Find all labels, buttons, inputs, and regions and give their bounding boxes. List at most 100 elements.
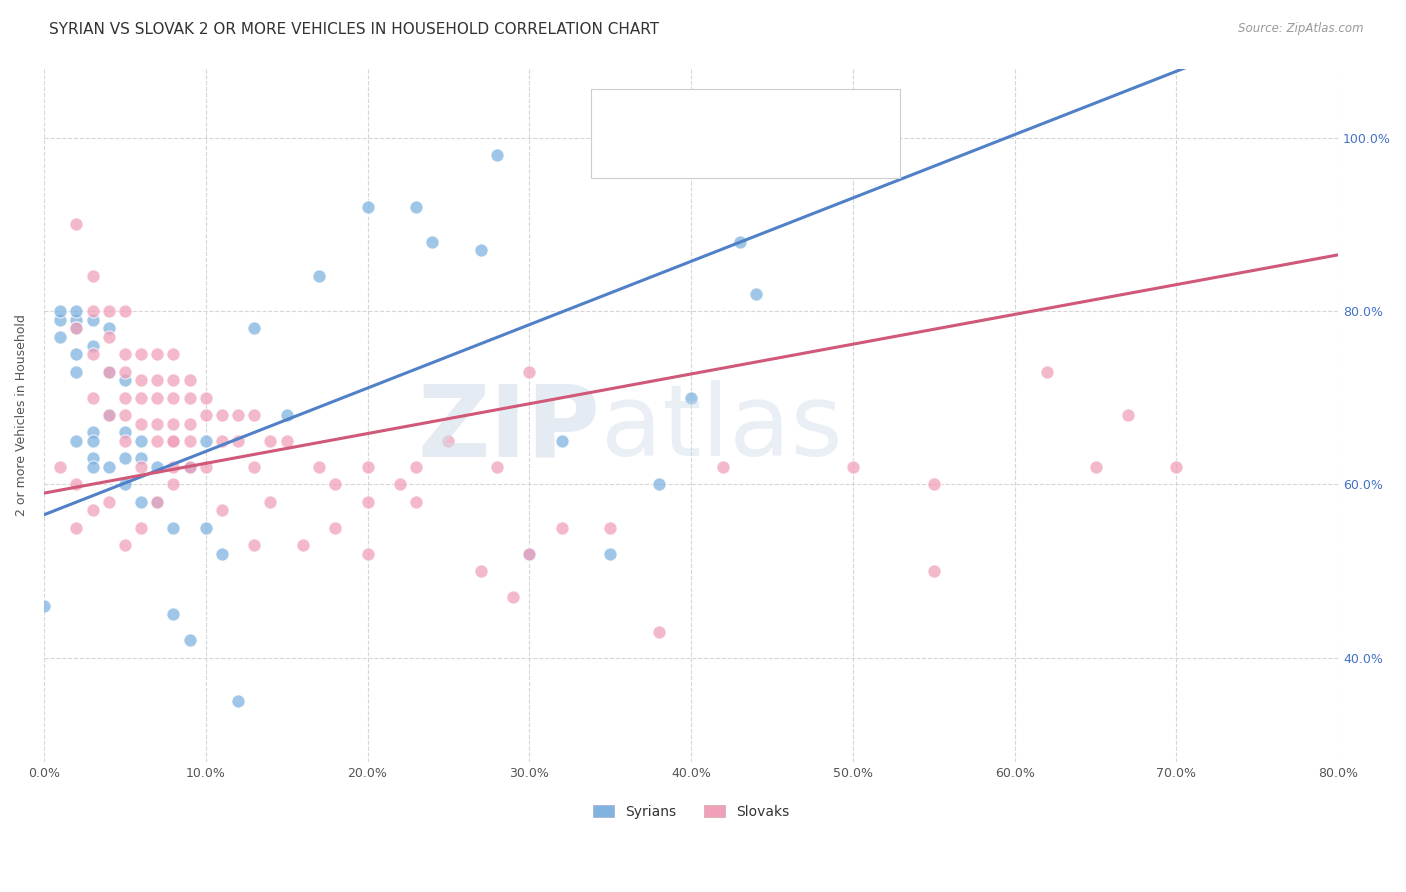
- Point: [308, 269, 330, 284]
- Point: [745, 286, 768, 301]
- Point: [49, 313, 72, 327]
- Point: [32, 599, 55, 613]
- Point: [82, 503, 104, 517]
- Point: [405, 200, 427, 214]
- Point: [485, 460, 508, 475]
- Point: [146, 495, 169, 509]
- Point: [405, 495, 427, 509]
- Point: [259, 434, 281, 449]
- Point: [308, 460, 330, 475]
- Point: [194, 434, 217, 449]
- Point: [129, 347, 152, 361]
- Point: [114, 347, 136, 361]
- Point: [162, 347, 184, 361]
- Point: [97, 304, 120, 318]
- Point: [517, 365, 540, 379]
- Point: [1084, 460, 1107, 475]
- Point: [97, 408, 120, 422]
- Point: [194, 408, 217, 422]
- Point: [146, 460, 169, 475]
- Point: [129, 451, 152, 466]
- Point: [599, 521, 621, 535]
- Text: Source: ZipAtlas.com: Source: ZipAtlas.com: [1239, 22, 1364, 36]
- Point: [356, 547, 378, 561]
- Point: [97, 365, 120, 379]
- Legend: Syrians, Slovaks: Syrians, Slovaks: [588, 799, 794, 824]
- Point: [243, 321, 266, 335]
- Point: [599, 547, 621, 561]
- Text: atlas: atlas: [600, 381, 842, 477]
- Point: [82, 451, 104, 466]
- Point: [146, 391, 169, 405]
- Y-axis label: 2 or more Vehicles in Household: 2 or more Vehicles in Household: [15, 314, 28, 516]
- Point: [65, 218, 87, 232]
- Point: [162, 374, 184, 388]
- Point: [243, 538, 266, 552]
- Point: [922, 477, 945, 491]
- Point: [97, 460, 120, 475]
- Point: [713, 460, 735, 475]
- Point: [648, 477, 671, 491]
- Point: [550, 521, 572, 535]
- Point: [1036, 365, 1059, 379]
- Point: [323, 477, 346, 491]
- Point: [728, 235, 751, 249]
- Point: [420, 235, 443, 249]
- Point: [226, 434, 249, 449]
- Point: [713, 131, 735, 145]
- Point: [49, 304, 72, 318]
- Point: [162, 477, 184, 491]
- Point: [356, 460, 378, 475]
- Point: [82, 339, 104, 353]
- Point: [681, 391, 703, 405]
- Point: [291, 538, 314, 552]
- Point: [323, 521, 346, 535]
- Point: [97, 321, 120, 335]
- Point: [194, 521, 217, 535]
- Point: [276, 434, 298, 449]
- Text: R =  0.321    N = 88: R = 0.321 N = 88: [637, 154, 792, 169]
- Point: [65, 347, 87, 361]
- Point: [114, 538, 136, 552]
- Point: [179, 374, 201, 388]
- Point: [162, 434, 184, 449]
- Point: [82, 269, 104, 284]
- Point: [82, 425, 104, 440]
- Point: [65, 321, 87, 335]
- Point: [82, 460, 104, 475]
- Point: [922, 564, 945, 578]
- Point: [405, 460, 427, 475]
- Point: [502, 590, 524, 604]
- Point: [162, 607, 184, 622]
- Point: [179, 460, 201, 475]
- Point: [485, 148, 508, 162]
- Point: [114, 365, 136, 379]
- Point: [1116, 408, 1139, 422]
- Point: [194, 460, 217, 475]
- Point: [114, 434, 136, 449]
- Point: [517, 547, 540, 561]
- Point: [146, 417, 169, 431]
- Point: [82, 391, 104, 405]
- Point: [179, 391, 201, 405]
- Point: [276, 408, 298, 422]
- Point: [82, 313, 104, 327]
- Point: [259, 495, 281, 509]
- Point: [1166, 460, 1188, 475]
- Point: [226, 408, 249, 422]
- Point: [179, 633, 201, 648]
- Point: [146, 347, 169, 361]
- Point: [65, 313, 87, 327]
- Point: [211, 547, 233, 561]
- Point: [82, 434, 104, 449]
- Point: [65, 477, 87, 491]
- Point: [82, 347, 104, 361]
- Point: [114, 451, 136, 466]
- Point: [146, 374, 169, 388]
- Point: [114, 408, 136, 422]
- Point: [388, 477, 411, 491]
- Point: [97, 330, 120, 344]
- Point: [65, 365, 87, 379]
- Point: [517, 547, 540, 561]
- Point: [470, 564, 492, 578]
